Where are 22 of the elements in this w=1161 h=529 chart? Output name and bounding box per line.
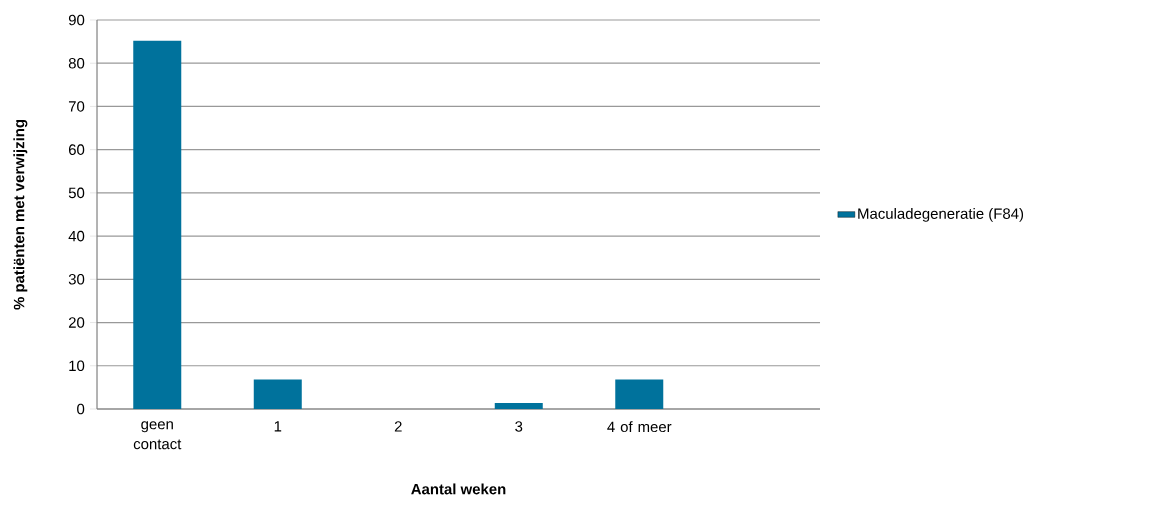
x-tick-label: 2 xyxy=(394,421,402,432)
y-tick-label: 30 xyxy=(68,274,85,285)
y-tick-label: 10 xyxy=(69,360,85,372)
y-tick-label: 40 xyxy=(68,230,85,242)
x-tick-label: 1 xyxy=(274,421,282,432)
y-tick-label: 80 xyxy=(68,57,85,69)
y-tick-label: 70 xyxy=(68,101,85,112)
x-tick-label: 3 xyxy=(515,421,523,432)
bar xyxy=(133,40,182,409)
x-tick-label: geen contact xyxy=(133,421,182,450)
bar xyxy=(494,402,543,409)
legend-label: Maculadegeneratie (F84) xyxy=(858,207,1024,222)
x-axis-title: Aantal weken xyxy=(411,483,506,495)
y-tick-label: 50 xyxy=(68,187,85,199)
y-tick-label: 90 xyxy=(68,14,85,26)
x-tick-label: 4 of meer xyxy=(607,421,672,433)
y-axis-title: % patiënten met verwijzing xyxy=(13,120,28,310)
y-tick-label: 20 xyxy=(68,317,85,328)
y-tick-label: 60 xyxy=(68,144,85,155)
y-tick-label: 0 xyxy=(77,403,85,415)
bar xyxy=(615,379,664,409)
bar xyxy=(253,379,302,409)
